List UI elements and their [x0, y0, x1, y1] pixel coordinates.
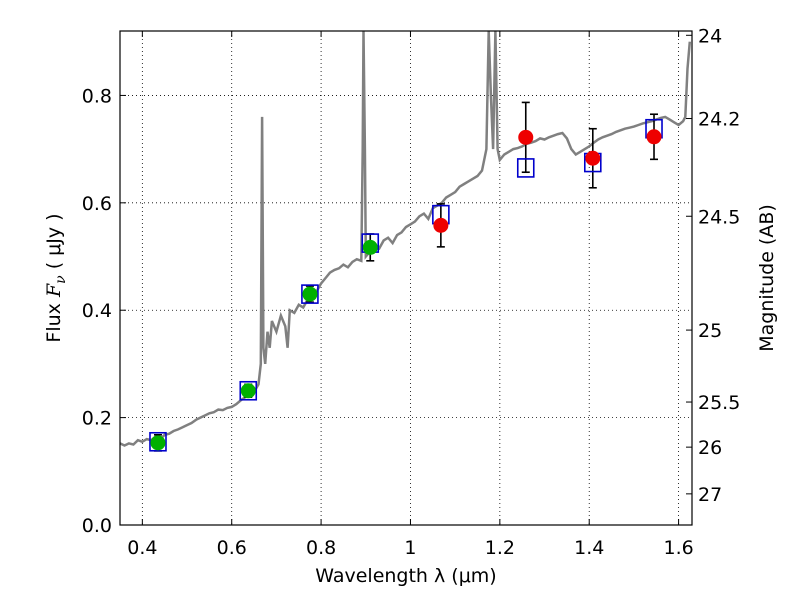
axis-ticks [120, 31, 692, 526]
model-photometry-box [149, 431, 167, 452]
x-tick-label: 1.4 [574, 537, 604, 559]
x-tick-label: 0.4 [127, 537, 157, 559]
x-tick-label: 1 [404, 537, 416, 559]
mag-tick-label: 24.2 [698, 109, 740, 131]
y-axis-label-subscript: ν [53, 275, 69, 284]
observed-point-infrared [518, 129, 534, 145]
model-photometry-box [301, 284, 319, 304]
spectrum-layer [120, 31, 692, 447]
mag-tick-label: 24 [698, 25, 722, 47]
mag-tick-label: 26 [698, 437, 722, 459]
y2-axis-label: Magnitude (AB) [756, 204, 778, 352]
observed-point-optical [150, 435, 166, 451]
y-axis-label-symbol: F [43, 283, 65, 298]
mag-tick-label: 25 [698, 320, 722, 342]
observed-point-optical [302, 286, 318, 302]
model-photometry-boxes [149, 118, 663, 452]
mag-tick-label: 27 [698, 484, 722, 506]
observed-point-infrared [433, 217, 449, 233]
x-tick-label: 1.6 [663, 537, 693, 559]
model-spectrum-line [120, 31, 692, 447]
y-tick-label: 0.2 [82, 408, 112, 430]
observed-point-infrared [585, 150, 601, 166]
magnitude-tick-labels: 24 24.2 24.5 25 25.5 26 27 [698, 25, 740, 506]
x-axis-label: Wavelength λ (μm) [315, 565, 496, 587]
mag-tick-label: 24.5 [698, 206, 740, 228]
y-tick-labels: 0.0 0.2 0.4 0.6 0.8 [82, 85, 112, 537]
y-axis-label-suffix: ( μJy ) [43, 213, 65, 275]
y-tick-label: 0.0 [82, 515, 112, 537]
observed-point-infrared [646, 129, 662, 145]
mag-tick-label: 25.5 [698, 392, 740, 414]
model-photometry-box [239, 380, 258, 401]
x-tick-label: 0.8 [306, 537, 336, 559]
x-tick-label: 0.6 [217, 537, 247, 559]
observed-point-optical [240, 383, 256, 399]
y-tick-label: 0.6 [82, 193, 112, 215]
plot-frame [119, 30, 693, 526]
y-tick-label: 0.8 [82, 85, 112, 107]
x-tick-labels: 0.4 0.6 0.8 1 1.2 1.4 1.6 [127, 537, 693, 559]
y-tick-label: 0.4 [82, 300, 112, 322]
x-tick-label: 1.2 [485, 537, 515, 559]
observed-point-optical [362, 239, 378, 255]
y-axis-label-prefix: Flux [43, 297, 65, 343]
y-axis-label: Flux Fν ( μJy ) [43, 213, 69, 342]
observed-photometry-points [150, 129, 662, 451]
model-photometry-box [516, 158, 535, 178]
